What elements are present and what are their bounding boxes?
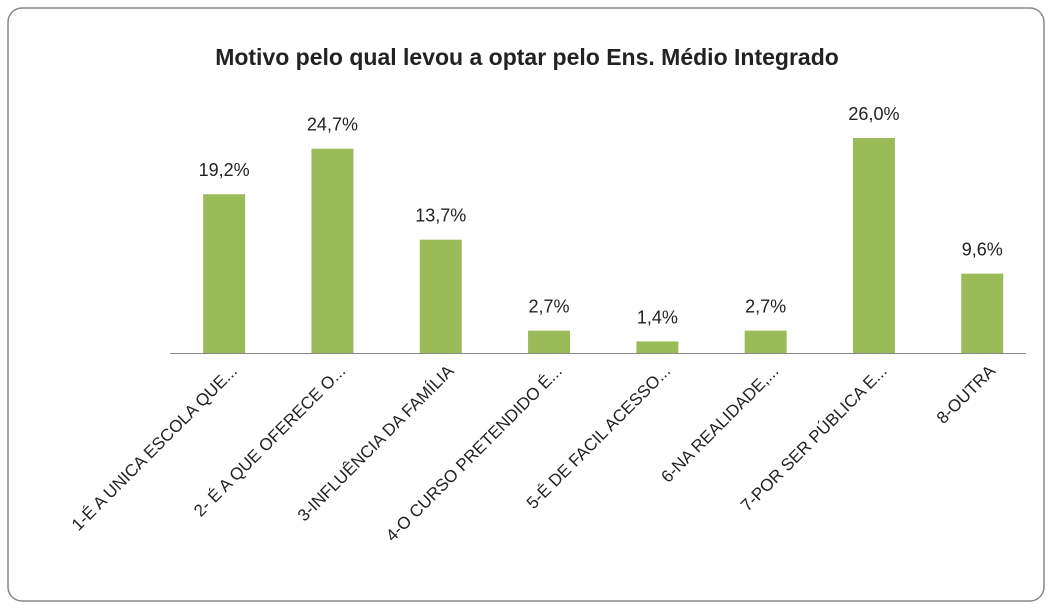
chart-title: Motivo pelo qual levou a optar pelo Ens.… bbox=[215, 44, 839, 70]
data-label: 2,7% bbox=[745, 297, 786, 317]
data-label: 9,6% bbox=[962, 240, 1003, 260]
bar bbox=[636, 341, 679, 353]
data-label: 13,7% bbox=[415, 206, 466, 226]
chart-frame bbox=[7, 7, 1045, 602]
bar bbox=[203, 194, 246, 353]
bar bbox=[419, 239, 462, 353]
data-label: 26,0% bbox=[848, 104, 899, 124]
data-label: 24,7% bbox=[307, 115, 358, 135]
bar bbox=[744, 330, 787, 353]
data-label: 1,4% bbox=[637, 307, 678, 327]
bar bbox=[528, 330, 571, 353]
bar bbox=[852, 137, 895, 353]
data-label: 2,7% bbox=[529, 297, 570, 317]
data-label: 19,2% bbox=[199, 160, 250, 180]
bar bbox=[961, 273, 1004, 353]
bar bbox=[311, 148, 354, 353]
